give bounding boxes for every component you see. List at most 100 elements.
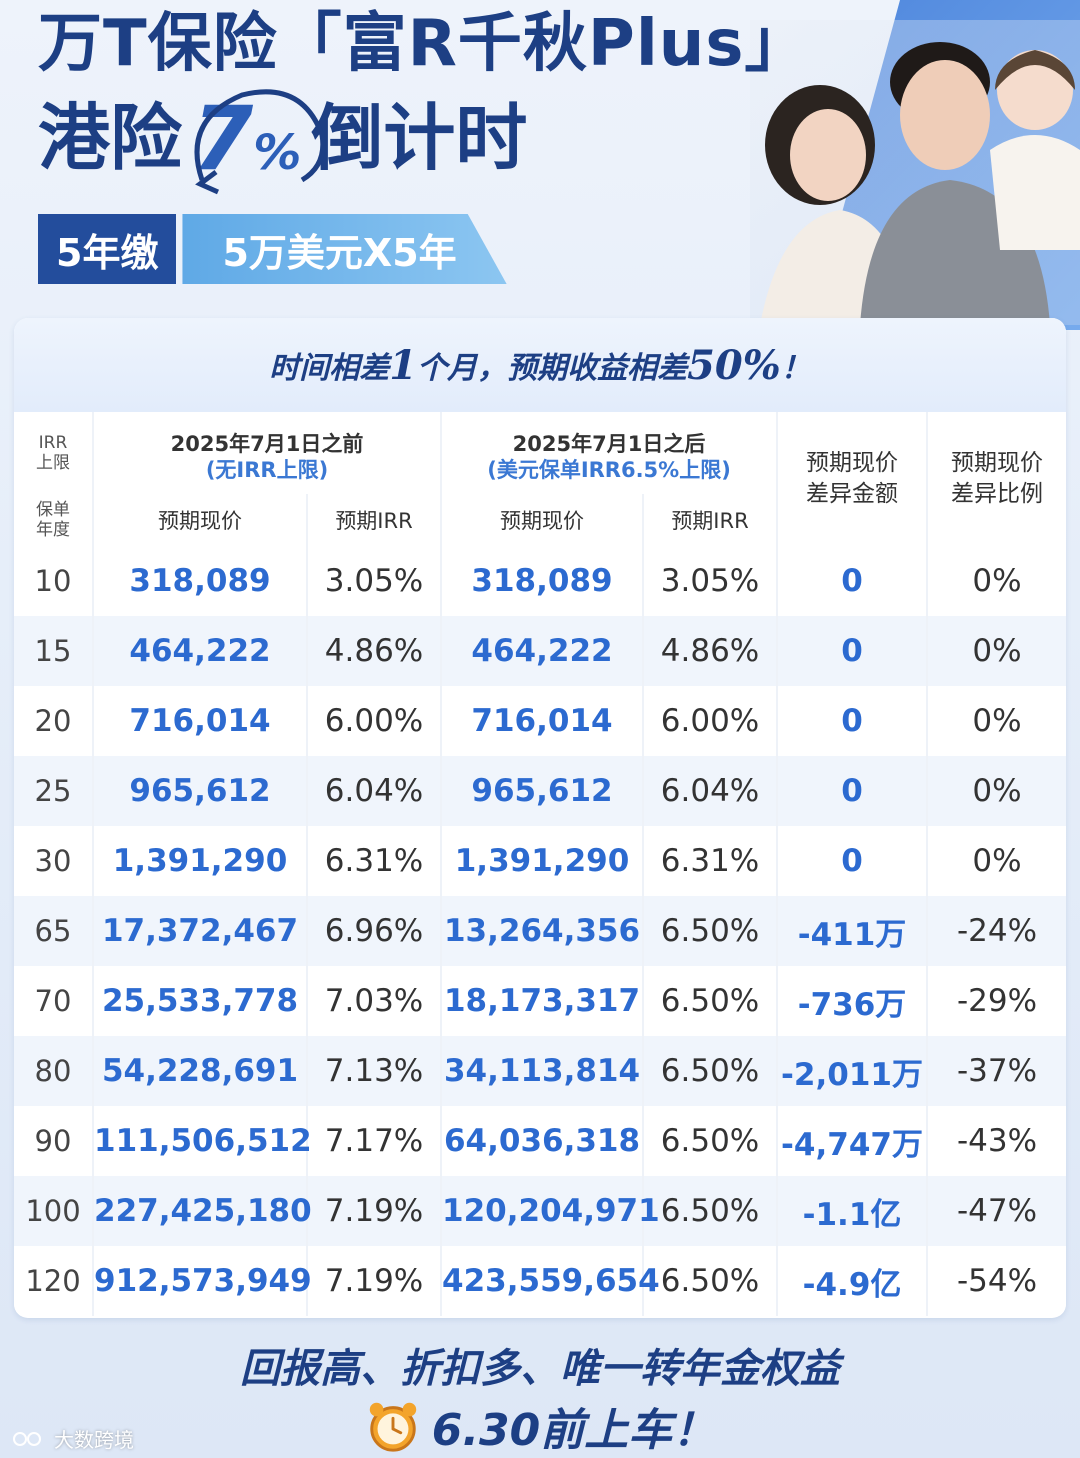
cell-year: 15 xyxy=(14,616,94,686)
banner-number-1: 1 xyxy=(389,341,418,389)
cell-cv-before: 111,506,512 xyxy=(94,1106,312,1176)
cell-diff: 0 xyxy=(778,756,929,826)
cell-irr-after: 6.00% xyxy=(644,686,779,756)
headline-suffix: 倒计时 xyxy=(311,95,528,180)
countdown-arrow-icon xyxy=(194,88,326,194)
diff-ratio-header: 预期现价 差异比例 xyxy=(951,449,1044,507)
watermark-logo-icon xyxy=(13,1431,41,1446)
cell-irr-before: 6.31% xyxy=(308,826,443,896)
group-after-title: 2025年7月1日之后 xyxy=(512,431,706,456)
table-row: 100 227,425,180 7.19% 120,204,971 6.50% -1.1亿… xyxy=(14,1176,1066,1246)
diff-amount-header: 预期现价 差异金额 xyxy=(778,412,929,546)
cell-irr-after: 6.50% xyxy=(644,966,779,1036)
cell-irr-before: 7.19% xyxy=(308,1176,443,1246)
headline: 万T保险「富R千秋Plus」 港险 7% 倒计时 xyxy=(38,7,810,194)
premium-tag: 5万美元X5年 xyxy=(182,214,507,284)
cell-irr-before: 6.04% xyxy=(308,756,443,826)
cell-diff: -411万 xyxy=(778,896,929,966)
cell-cv-before: 965,612 xyxy=(94,756,308,826)
cell-ratio: -47% xyxy=(928,1176,1066,1246)
cell-irr-before: 6.00% xyxy=(308,686,443,756)
cell-cv-after: 64,036,318 xyxy=(442,1106,645,1176)
cell-cv-after: 318,089 xyxy=(442,546,645,616)
cell-irr-after: 6.50% xyxy=(644,896,779,966)
table-row: 30 1,391,290 6.31% 1,391,290 6.31% 0 0% xyxy=(14,826,1066,896)
cell-cv-after: 965,612 xyxy=(442,756,645,826)
cell-diff: 0 xyxy=(778,686,929,756)
cell-diff: -736万 xyxy=(778,966,929,1036)
watermark: 大数跨境 xyxy=(12,1424,134,1453)
cell-cv-after: 1,391,290 xyxy=(442,826,645,896)
cell-diff: 0 xyxy=(778,826,929,896)
cell-cv-before: 25,533,778 xyxy=(94,966,308,1036)
cell-cv-after: 464,222 xyxy=(442,616,645,686)
cell-irr-after: 6.50% xyxy=(644,1036,779,1106)
cell-diff: -1.1亿 xyxy=(778,1176,929,1246)
cell-year: 120 xyxy=(14,1246,94,1316)
cell-ratio: 0% xyxy=(928,686,1066,756)
irr-before-header: 预期IRR xyxy=(308,494,443,546)
cell-ratio: 0% xyxy=(928,546,1066,616)
cell-year: 90 xyxy=(14,1106,94,1176)
cell-cv-after: 423,559,654 xyxy=(442,1246,660,1316)
panel-banner: 时间相差 1 个月，预期收益相差 50% ！ xyxy=(14,318,1066,412)
group-before-title: 2025年7月1日之前 xyxy=(170,431,364,456)
footer-cta: 6.30前上车！ xyxy=(0,1394,1080,1458)
cell-ratio: 0% xyxy=(928,756,1066,826)
table-row: 70 25,533,778 7.03% 18,173,317 6.50% -736万 -29… xyxy=(14,966,1066,1036)
cv-after-header: 预期现价 xyxy=(442,494,645,546)
headline-line2: 港险 7% 倒计时 xyxy=(38,87,809,194)
headline-prefix: 港险 xyxy=(38,95,183,180)
cell-ratio: -43% xyxy=(928,1106,1066,1176)
watermark-text: 大数跨境 xyxy=(54,1428,134,1452)
banner-text-3: ！ xyxy=(780,351,811,386)
cell-irr-before: 6.96% xyxy=(308,896,443,966)
family-photo xyxy=(750,20,1080,325)
cell-irr-before: 7.19% xyxy=(308,1246,443,1316)
banner-text-1: 时间相差 xyxy=(269,351,390,386)
corner-irr-label: IRR 上限 xyxy=(14,412,94,494)
cell-ratio: -24% xyxy=(928,896,1066,966)
footer-slogan: 回报高、折扣多、唯一转年金权益 xyxy=(240,1346,840,1392)
alarm-clock-icon xyxy=(369,1402,416,1452)
table-row: 120 912,573,949 7.19% 423,559,654 6.50% -4.9亿… xyxy=(14,1246,1066,1316)
table-row: 10 318,089 3.05% 318,089 3.05% 0 0% xyxy=(14,546,1066,616)
cell-irr-before: 7.13% xyxy=(308,1036,443,1106)
cell-irr-after: 6.50% xyxy=(644,1176,779,1246)
cell-cv-before: 54,228,691 xyxy=(94,1036,308,1106)
percent-figure: 7% xyxy=(192,87,326,194)
cell-irr-after: 6.50% xyxy=(644,1106,779,1176)
cell-cv-before: 464,222 xyxy=(94,616,308,686)
irr-after-header: 预期IRR xyxy=(644,494,779,546)
cell-cv-before: 318,089 xyxy=(94,546,308,616)
banner-number-2: 50% xyxy=(687,341,781,389)
group-after-note: (美元保单IRR6.5%上限) xyxy=(487,458,731,482)
cell-diff: -2,011万 xyxy=(778,1036,929,1106)
payment-term-tag: 5年缴 xyxy=(38,214,177,284)
plan-tags: 5年缴 5万美元X5年 xyxy=(38,214,507,284)
cell-irr-after: 6.31% xyxy=(644,826,779,896)
corner-year-label: 保单 年度 xyxy=(14,494,94,546)
cell-year: 20 xyxy=(14,686,94,756)
cell-cv-after: 716,014 xyxy=(442,686,645,756)
percent-sign: % xyxy=(253,124,302,181)
table-row: 20 716,014 6.00% 716,014 6.00% 0 0% xyxy=(14,686,1066,756)
cell-cv-after: 34,113,814 xyxy=(442,1036,645,1106)
cell-year: 30 xyxy=(14,826,94,896)
cell-irr-before: 7.03% xyxy=(308,966,443,1036)
cell-irr-after: 6.04% xyxy=(644,756,779,826)
comparison-table: IRR 上限 2025年7月1日之前 (无IRR上限) 2025年7月1日之后 … xyxy=(14,412,1066,1316)
cell-irr-before: 3.05% xyxy=(308,546,443,616)
headline-line1: 万T保险「富R千秋Plus」 xyxy=(38,7,810,81)
comparison-panel: 时间相差 1 个月，预期收益相差 50% ！ IRR 上限 2025年7月1日之… xyxy=(14,318,1066,1318)
cell-year: 10 xyxy=(14,546,94,616)
cell-cv-before: 1,391,290 xyxy=(94,826,308,896)
cv-before-header: 预期现价 xyxy=(94,494,308,546)
cell-diff: 0 xyxy=(778,616,929,686)
cell-ratio: -54% xyxy=(928,1246,1066,1316)
cell-diff: 0 xyxy=(778,546,929,616)
banner-text-2: 个月，预期收益相差 xyxy=(417,351,688,386)
cell-diff: -4,747万 xyxy=(778,1106,929,1176)
group-after-header: 2025年7月1日之后 (美元保单IRR6.5%上限) xyxy=(442,412,779,494)
cell-cv-before: 716,014 xyxy=(94,686,308,756)
